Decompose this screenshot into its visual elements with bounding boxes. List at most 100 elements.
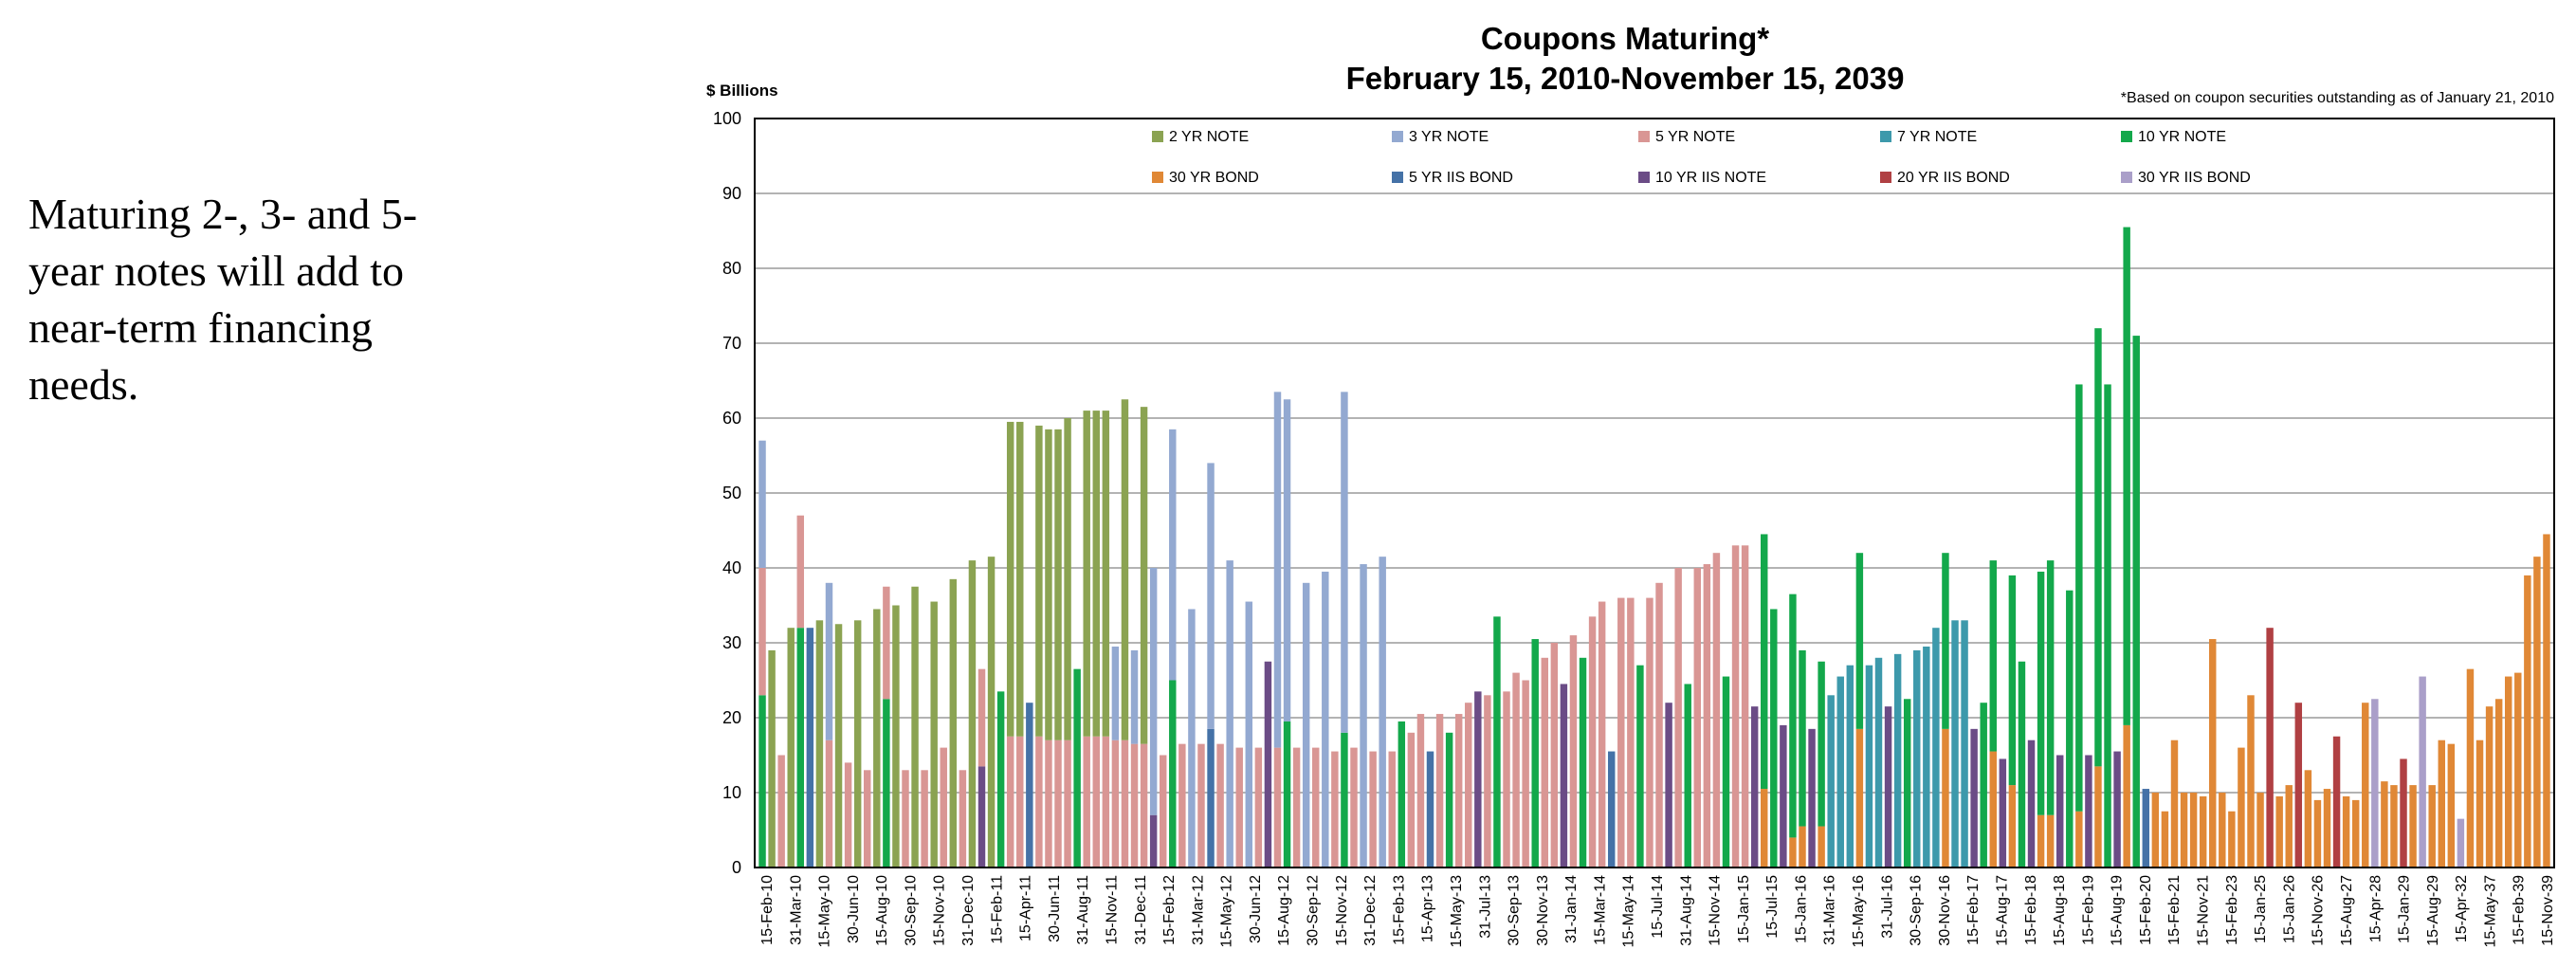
chart-title: Coupons Maturing* — [1481, 21, 1769, 56]
bar-segment — [1942, 553, 1949, 729]
bar-segment — [1273, 392, 1282, 748]
x-tick-label: 15-Feb-11 — [989, 875, 1005, 944]
bar-segment — [1942, 728, 1949, 868]
bar-segment — [1121, 399, 1129, 740]
bar-segment — [825, 582, 833, 740]
y-tick-label: 80 — [722, 259, 741, 278]
bar-segment — [1722, 676, 1730, 868]
bar-segment — [1140, 743, 1148, 868]
bar-segment — [959, 770, 967, 868]
bar-segment — [1951, 620, 1959, 868]
x-tick-label: 15-Nov-11 — [1105, 875, 1121, 945]
bar-segment — [1531, 639, 1539, 868]
bar-segment — [1827, 695, 1835, 868]
bar-segment — [1235, 747, 1243, 868]
bar-segment — [2504, 676, 2512, 868]
bar-segment — [1226, 560, 1233, 868]
x-tick-label: 30-Sep-16 — [1909, 875, 1925, 946]
bar-segment — [1350, 747, 1358, 868]
bar-segment — [844, 762, 852, 868]
bar-segment — [1302, 582, 1310, 868]
legend-swatch — [1392, 131, 1403, 142]
bar-segment — [2514, 672, 2522, 868]
bar-segment — [1102, 411, 1110, 737]
x-tick-label: 31-Mar-16 — [1822, 875, 1838, 945]
bar-segment — [2027, 740, 2036, 868]
x-tick-label: 15-Feb-12 — [1161, 875, 1178, 945]
legend-swatch — [1880, 131, 1891, 142]
bar-segment — [1092, 411, 1100, 737]
x-tick-label: 15-Feb-21 — [2166, 875, 2183, 945]
x-tick-label: 31-Jul-13 — [1477, 875, 1493, 939]
bar-segment — [1159, 755, 1167, 868]
legend-swatch — [1638, 131, 1650, 142]
x-tick-label: 15-May-16 — [1851, 875, 1867, 948]
bar-segment — [1761, 534, 1768, 790]
bar-segment — [1569, 635, 1578, 868]
bar-segment — [2381, 781, 2388, 868]
x-tick-label: 15-Feb-18 — [2023, 875, 2039, 945]
bar-segment — [1646, 597, 1653, 868]
bar-segment — [2304, 770, 2312, 868]
bar-segment — [987, 557, 996, 868]
x-tick-label: 31-Jul-16 — [1879, 875, 1895, 939]
gridlines — [755, 192, 2554, 794]
bar-segment — [2018, 661, 2026, 868]
bar-segment — [2238, 747, 2245, 868]
bar-segment — [806, 628, 814, 868]
y-tick-label: 50 — [722, 484, 741, 502]
legend-label: 20 YR IIS BOND — [1897, 170, 2010, 186]
x-tick-label: 30-Sep-13 — [1507, 875, 1523, 946]
bar-segment — [902, 770, 909, 868]
bar-segment — [1331, 751, 1339, 868]
x-tick-label: 15-Jan-29 — [2397, 875, 2413, 943]
bar-segment — [1322, 571, 1329, 868]
y-tick-label: 10 — [722, 783, 741, 802]
bar-segment — [1254, 747, 1263, 868]
bar-segment — [758, 568, 766, 696]
x-tick-label: 15-Jan-16 — [1794, 875, 1810, 943]
bar-segment — [1770, 609, 1778, 868]
bar-segment — [1016, 421, 1024, 737]
bar-segment — [825, 740, 833, 868]
y-axis-label: $ Billions — [706, 82, 778, 100]
bar-segment — [1712, 553, 1721, 868]
bar-segment — [1130, 743, 1139, 868]
bar-segment — [1054, 740, 1062, 868]
bar-segment — [1932, 628, 1940, 868]
legend-label: 10 YR NOTE — [2138, 129, 2226, 145]
bar-segment — [977, 766, 986, 868]
bar-segment — [1550, 643, 1559, 868]
bar-segment — [1607, 751, 1616, 868]
bar-segment — [2094, 766, 2102, 868]
x-tick-label: 15-Aug-19 — [2110, 875, 2126, 946]
bar-segment — [1045, 429, 1052, 740]
bar-segment — [2161, 811, 2169, 868]
bar-segment — [2285, 785, 2293, 868]
bar-segment — [853, 620, 862, 868]
x-tick-label: 15-Nov-12 — [1334, 875, 1350, 946]
bar-segment — [1655, 582, 1663, 868]
bar-segment — [2466, 668, 2475, 868]
bar-segment — [2419, 676, 2426, 868]
bar-segment — [1588, 616, 1597, 868]
legend-swatch — [1152, 131, 1163, 142]
bar-segment — [1541, 657, 1548, 868]
bar-segment — [1893, 653, 1902, 868]
bar-segment — [1341, 732, 1348, 868]
bar-segment — [930, 601, 938, 868]
bar-segment — [1970, 728, 1978, 868]
x-tick-label: 15-Nov-26 — [2311, 875, 2327, 946]
bar-segment — [2189, 793, 2198, 868]
x-tick-label: 31-Aug-14 — [1678, 875, 1694, 946]
y-tick-label: 100 — [713, 109, 741, 128]
bar-segment — [1197, 743, 1205, 868]
legend-swatch — [1880, 172, 1891, 183]
x-tick-label: 15-Aug-29 — [2425, 875, 2441, 946]
bar-segment — [1035, 425, 1043, 737]
bar-segment — [1207, 728, 1215, 868]
bar-segment — [1903, 699, 1911, 868]
x-tick-label: 31-Mar-10 — [788, 875, 804, 945]
bar-segment — [2362, 703, 2369, 868]
bar-segment — [1761, 789, 1768, 868]
